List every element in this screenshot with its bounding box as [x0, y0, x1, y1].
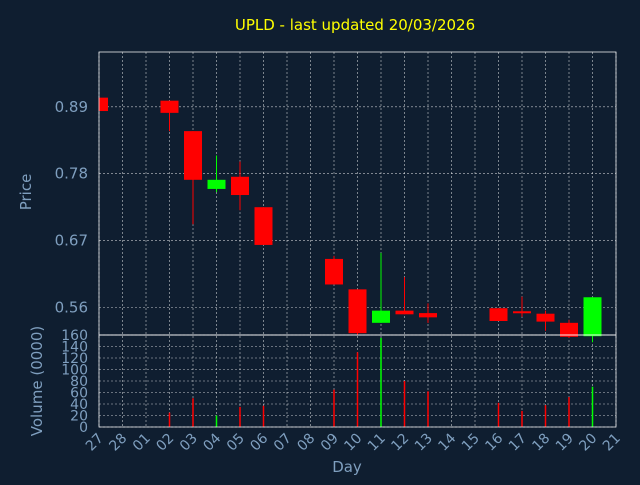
volume-bar: [380, 337, 382, 427]
volume-bar: [544, 405, 547, 427]
candle-body: [254, 207, 273, 245]
candle-body: [99, 97, 108, 112]
x-tick-label: 06: [247, 430, 271, 454]
volume-bar: [427, 391, 429, 427]
x-tick-label: 12: [388, 431, 412, 455]
volume-axis-label: Volume (0000): [28, 326, 46, 436]
x-tick-label: 03: [177, 431, 201, 455]
candle-body: [536, 313, 555, 322]
volume-tick-label: 100: [61, 363, 88, 379]
candle: [231, 161, 249, 211]
price-tick-label: 0.67: [55, 232, 88, 250]
candle: [489, 308, 508, 322]
candle-body: [348, 289, 367, 334]
volume-tick-label: 40: [70, 397, 88, 413]
candle: [98, 97, 108, 112]
price-candles: [98, 97, 602, 343]
volume-tick-label: 20: [70, 409, 88, 425]
x-tick-label: 05: [224, 431, 248, 455]
volume-bar: [521, 410, 523, 427]
candle-body: [395, 310, 414, 315]
x-tick-label: 04: [200, 430, 224, 454]
price-tick-label: 0.56: [55, 299, 88, 317]
candle: [160, 100, 179, 132]
candle: [184, 131, 202, 225]
candle: [419, 303, 437, 323]
volume-tick-label: 120: [61, 351, 88, 367]
candle: [207, 155, 226, 192]
candle-body: [372, 310, 390, 323]
volume-bar: [403, 381, 406, 427]
x-tick-label: 17: [506, 431, 530, 455]
volume-tick-label: 60: [70, 386, 88, 402]
candle-body: [207, 179, 226, 189]
x-tick-label: 20: [576, 431, 600, 455]
candle: [325, 255, 343, 285]
volume-tick-label: 80: [70, 374, 88, 390]
volume-bar: [192, 398, 194, 427]
x-tick-label: 15: [459, 431, 483, 455]
x-tick-label: 13: [412, 431, 436, 455]
volume-panel-frame: [98, 334, 617, 428]
volume-bar: [333, 389, 335, 427]
candle: [254, 207, 273, 245]
chart-title: UPLD - last updated 20/03/2026: [235, 16, 475, 34]
price-axis-label: Price: [17, 174, 35, 211]
volume-tick-label: 140: [61, 340, 88, 356]
x-tick-label: 10: [341, 431, 365, 455]
x-tick-label: 21: [600, 431, 624, 455]
volume-tick-label: 160: [61, 328, 88, 344]
candle-body: [560, 322, 578, 337]
x-tick-label: 07: [271, 431, 295, 455]
x-tick-label: 09: [318, 431, 342, 455]
candle-body: [160, 100, 179, 113]
candle-body: [184, 131, 202, 180]
x-axis-label: Day: [332, 458, 362, 476]
x-tick-label: 16: [482, 430, 506, 454]
volume-bar: [356, 352, 359, 427]
candle-body: [231, 176, 249, 196]
candle-body: [513, 311, 531, 314]
candle-body: [325, 258, 343, 285]
x-tick-label: 08: [294, 431, 318, 455]
volume-bar: [239, 406, 241, 427]
candle: [372, 252, 390, 323]
volume-bar: [591, 386, 594, 427]
volume-bar: [497, 402, 500, 427]
candle: [536, 310, 555, 331]
candle-body: [583, 297, 602, 337]
x-tick-label: 11: [365, 431, 389, 455]
volume-bars: [168, 337, 594, 427]
volume-bar: [168, 412, 171, 427]
candle: [395, 277, 414, 315]
volume-bar: [215, 415, 218, 427]
candle: [348, 289, 367, 335]
volume-tick-label: 0: [79, 420, 88, 436]
price-tick-label: 0.89: [55, 98, 88, 116]
x-tick-label: 18: [529, 431, 553, 455]
x-tick-label: 02: [153, 431, 177, 455]
x-tick-label: 14: [435, 430, 459, 454]
candle: [583, 297, 602, 343]
candle: [513, 296, 531, 317]
candle-body: [489, 308, 508, 322]
x-tick-label: 19: [553, 431, 577, 455]
volume-bar: [568, 397, 570, 427]
x-tick-label: 01: [130, 431, 154, 455]
volume-bar: [262, 405, 265, 427]
price-tick-label: 0.78: [55, 165, 88, 183]
candle-body: [419, 313, 437, 318]
x-tick-label: 28: [106, 431, 130, 455]
